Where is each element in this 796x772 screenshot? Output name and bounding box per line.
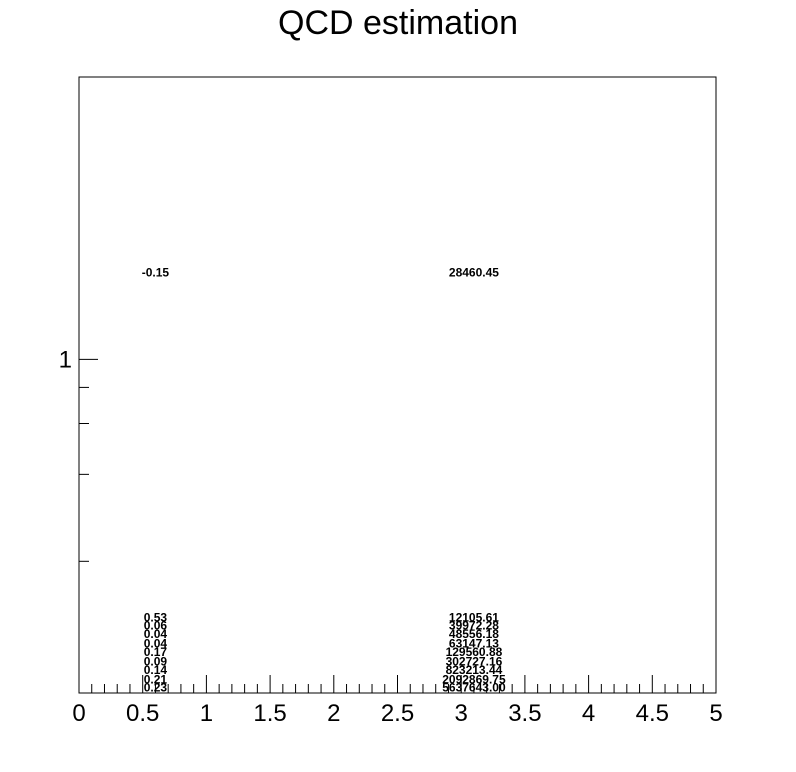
cell-value-label: 0.06 xyxy=(144,618,168,632)
x-tick-label: 1.5 xyxy=(253,700,286,727)
x-tick-label: 2.5 xyxy=(381,700,414,727)
x-tick-label: 1 xyxy=(200,700,213,727)
cell-value-label: 0.04 xyxy=(144,636,168,650)
cell-value-label: 2092869.75 xyxy=(442,672,506,686)
cell-value-label: 12105.61 xyxy=(449,610,499,624)
cell-value-label: 0.53 xyxy=(144,610,168,624)
cell-value-label: 823213.44 xyxy=(446,663,503,677)
x-tick-label: 0.5 xyxy=(126,700,159,727)
cell-value-label: 63147.13 xyxy=(449,636,499,650)
cell-value-label: 0.09 xyxy=(144,654,168,668)
cell-value-label: 5637643.00 xyxy=(442,681,506,695)
cell-value-label: 302727.16 xyxy=(446,654,503,668)
x-tick-label: 3.5 xyxy=(508,700,541,727)
cell-value-label: 129560.88 xyxy=(446,645,503,659)
x-tick-label: 2 xyxy=(327,700,340,727)
cell-value-label: 0.21 xyxy=(144,672,168,686)
cell-value-label: 39972.28 xyxy=(449,618,499,632)
cell-value-label: -0.15 xyxy=(142,265,170,279)
plot-frame xyxy=(78,76,717,694)
cell-value-label: 48556.18 xyxy=(449,627,499,641)
x-tick-label: 4.5 xyxy=(636,700,669,727)
chart-title: QCD estimation xyxy=(278,4,518,42)
x-tick-label: 5 xyxy=(709,700,722,727)
x-tick-label: 4 xyxy=(582,700,595,727)
cell-value-label: 0.23 xyxy=(144,681,168,695)
cell-value-label: 0.14 xyxy=(144,663,168,677)
x-tick-label: 3 xyxy=(455,700,468,727)
x-tick-label: 0 xyxy=(72,700,85,727)
cell-value-label: 0.17 xyxy=(144,645,168,659)
y-tick-label: 1 xyxy=(59,346,72,373)
cell-value-label: 28460.45 xyxy=(449,265,499,279)
cell-value-label: 0.04 xyxy=(144,627,168,641)
